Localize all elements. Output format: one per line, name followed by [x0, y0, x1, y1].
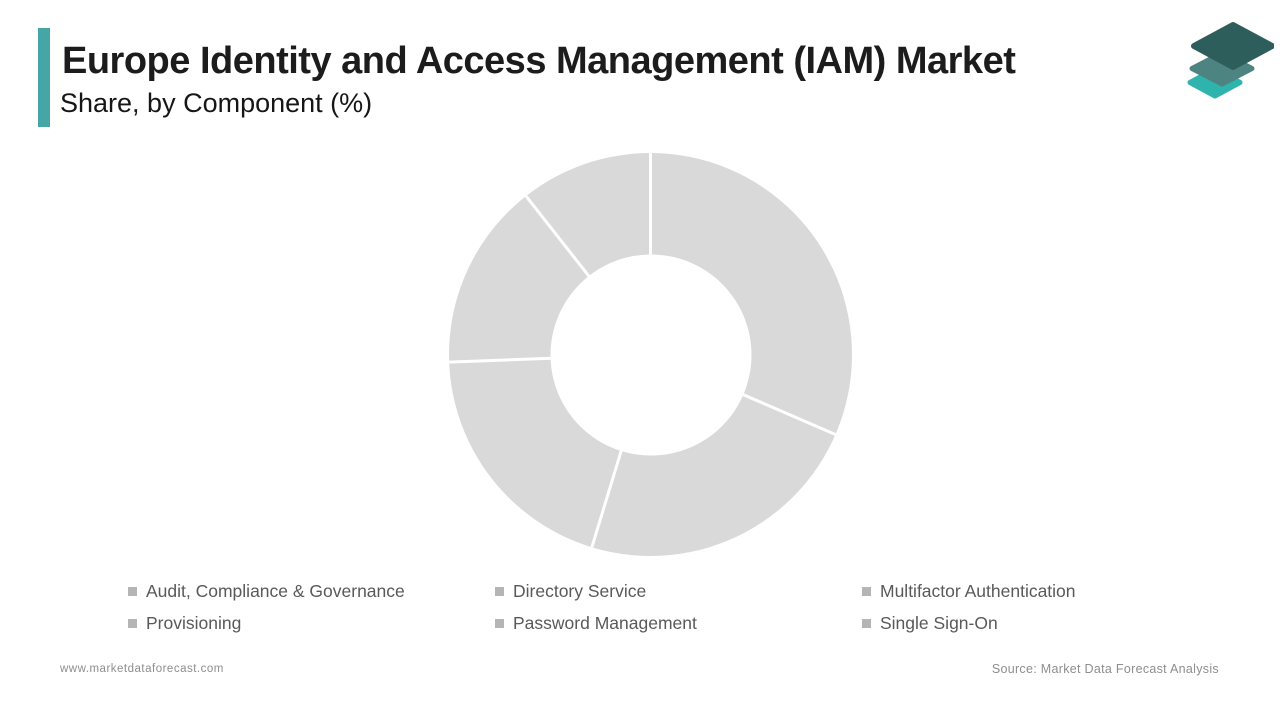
legend-marker-icon — [128, 586, 137, 596]
donut-hole — [550, 254, 751, 455]
legend-marker-icon — [128, 618, 137, 628]
legend-label: Single Sign-On — [880, 612, 998, 633]
donut-chart — [449, 153, 852, 556]
legend-marker-icon — [862, 586, 871, 596]
legend-marker-icon — [495, 586, 504, 596]
legend-label: Audit, Compliance & Governance — [146, 580, 405, 601]
legend-item: Directory Service — [495, 577, 862, 605]
chart-legend: Audit, Compliance & Governance Directory … — [128, 577, 1076, 637]
header: Europe Identity and Access Management (I… — [60, 38, 1162, 120]
legend-label: Multifactor Authentication — [880, 580, 1076, 601]
source-note: Source: Market Data Forecast Analysis — [991, 662, 1219, 676]
market-data-forecast-logo — [1187, 22, 1274, 99]
legend-item: Provisioning — [128, 609, 495, 637]
legend-item: Multifactor Authentication — [862, 577, 1076, 605]
logo-layer-top — [1191, 22, 1274, 70]
legend-marker-icon — [862, 618, 871, 628]
legend-item: Password Management — [495, 609, 862, 637]
legend-item: Single Sign-On — [862, 609, 1076, 637]
legend-marker-icon — [495, 618, 504, 628]
legend-label: Directory Service — [513, 580, 647, 601]
legend-label: Password Management — [513, 612, 697, 633]
segment-separator — [649, 153, 652, 355]
legend-item: Audit, Compliance & Governance — [128, 577, 495, 605]
page-title: Europe Identity and Access Management (I… — [62, 40, 1016, 82]
title-accent-bar — [38, 28, 50, 127]
website-url: www.marketdataforecast.com — [60, 663, 224, 675]
legend-label: Provisioning — [146, 612, 242, 633]
page-subtitle: Share, by Component (%) — [60, 88, 373, 118]
